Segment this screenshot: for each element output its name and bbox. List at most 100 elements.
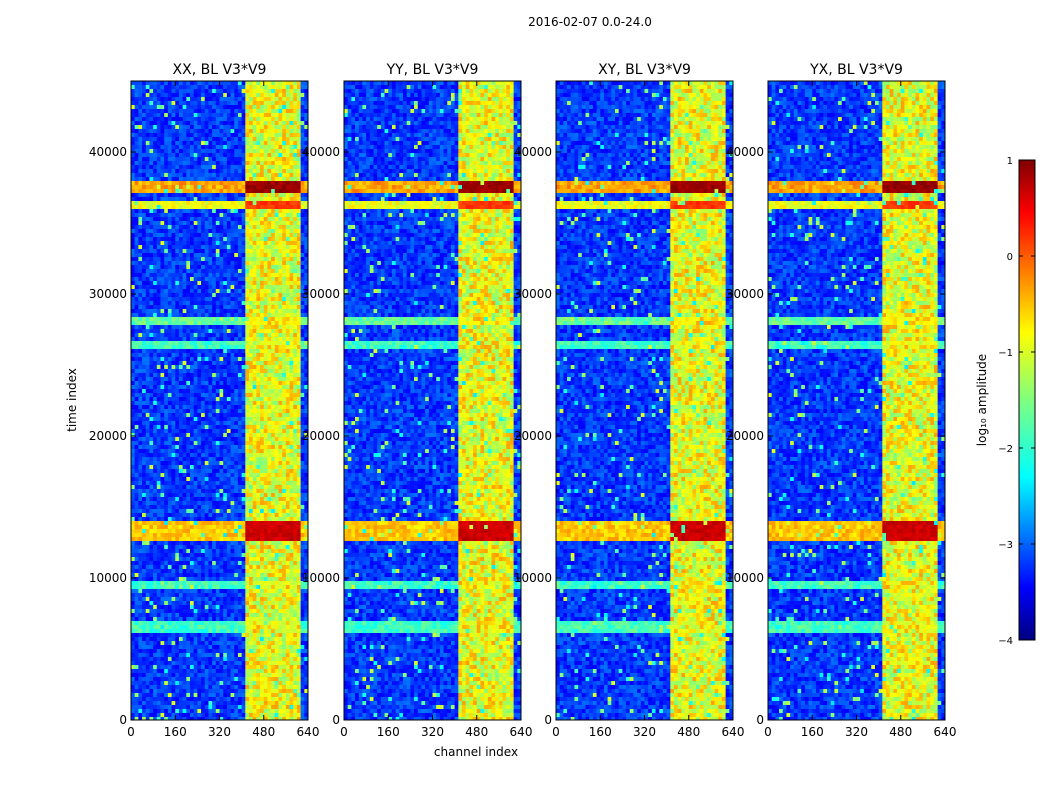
- heatmap-cell: [289, 361, 294, 365]
- heatmap-cell: [296, 333, 302, 337]
- heatmap-cell: [285, 369, 290, 373]
- heatmap-cell: [263, 193, 268, 197]
- heatmap-cell: [178, 233, 184, 237]
- heatmap-cell: [164, 133, 169, 137]
- heatmap-cell: [175, 313, 180, 317]
- heatmap-cell: [186, 489, 191, 493]
- heatmap-cell: [145, 393, 150, 397]
- heatmap-cell: [249, 237, 254, 241]
- heatmap-cell: [164, 401, 169, 405]
- heatmap-cell: [267, 453, 272, 457]
- heatmap-cell: [160, 177, 165, 181]
- heatmap-cell: [271, 177, 276, 181]
- heatmap-cell: [241, 437, 246, 441]
- heatmap-cell: [215, 85, 220, 89]
- heatmap-cell: [193, 453, 198, 457]
- heatmap-cell: [153, 133, 158, 137]
- heatmap-cell: [138, 269, 143, 273]
- heatmap-cell: [226, 157, 231, 161]
- heatmap-cell: [175, 465, 180, 469]
- heatmap-cell: [193, 425, 198, 429]
- heatmap-cell: [167, 341, 172, 345]
- heatmap-cell: [175, 229, 180, 233]
- heatmap-cell: [201, 149, 206, 153]
- heatmap-cell: [300, 217, 305, 221]
- heatmap-cell: [167, 237, 172, 241]
- heatmap-cell: [278, 309, 283, 313]
- heatmap-cell: [131, 125, 136, 129]
- heatmap-cell: [178, 449, 184, 453]
- heatmap-cell: [245, 249, 250, 253]
- heatmap-cell: [278, 129, 283, 133]
- heatmap-cell: [271, 389, 276, 393]
- heatmap-cell: [285, 161, 290, 165]
- heatmap-cell: [208, 453, 213, 457]
- heatmap-cell: [263, 317, 268, 321]
- heatmap-cell: [300, 197, 305, 201]
- heatmap-cell: [249, 257, 254, 261]
- heatmap-cell: [212, 249, 217, 253]
- heatmap-cell: [260, 425, 265, 429]
- heatmap-cell: [237, 153, 243, 157]
- heatmap-cell: [219, 293, 224, 297]
- heatmap-cell: [160, 461, 165, 465]
- heatmap-cell: [252, 313, 257, 317]
- heatmap-cell: [271, 333, 276, 337]
- heatmap-cell: [160, 385, 165, 389]
- heatmap-cell: [263, 181, 268, 185]
- heatmap-cell: [138, 217, 143, 221]
- heatmap-cell: [296, 213, 302, 217]
- heatmap-cell: [190, 201, 195, 205]
- heatmap-cell: [249, 325, 254, 329]
- heatmap-cell: [237, 173, 243, 177]
- heatmap-cell: [274, 117, 279, 121]
- heatmap-cell: [212, 165, 217, 169]
- heatmap-cell: [208, 157, 213, 161]
- heatmap-cell: [149, 261, 154, 265]
- heatmap-cell: [230, 449, 235, 453]
- heatmap-cell: [245, 409, 250, 413]
- heatmap-cell: [145, 369, 150, 373]
- heatmap-cell: [230, 309, 235, 313]
- heatmap-cell: [245, 157, 250, 161]
- heatmap-cell: [142, 461, 147, 465]
- heatmap-cell: [215, 329, 220, 333]
- heatmap-cell: [175, 357, 180, 361]
- heatmap-cell: [282, 429, 287, 433]
- heatmap-cell: [149, 269, 154, 273]
- heatmap-cell: [274, 233, 279, 237]
- heatmap-cell: [215, 213, 220, 217]
- heatmap-cell: [215, 229, 220, 233]
- heatmap-cell: [241, 233, 246, 237]
- heatmap-cell: [131, 437, 136, 441]
- heatmap-cell: [230, 81, 235, 85]
- heatmap-cell: [296, 125, 302, 129]
- heatmap-cell: [212, 389, 217, 393]
- heatmap-cell: [138, 421, 143, 425]
- heatmap-cell: [208, 257, 213, 261]
- heatmap-cell: [171, 313, 176, 317]
- heatmap-cell: [164, 465, 169, 469]
- heatmap-cell: [167, 265, 172, 269]
- heatmap-cell: [285, 445, 290, 449]
- heatmap-cell: [249, 229, 254, 233]
- heatmap-cell: [296, 433, 302, 437]
- heatmap-cell: [186, 353, 191, 357]
- heatmap-cell: [263, 437, 268, 441]
- heatmap-cell: [300, 101, 305, 105]
- heatmap-cell: [230, 417, 235, 421]
- heatmap-cell: [190, 205, 195, 209]
- heatmap-cell: [164, 253, 169, 257]
- heatmap-cell: [223, 341, 228, 345]
- heatmap-cell: [234, 385, 239, 389]
- heatmap-cell: [212, 361, 217, 365]
- heatmap-cell: [201, 189, 206, 193]
- heatmap-cell: [204, 453, 209, 457]
- heatmap-cell: [252, 85, 257, 89]
- heatmap-cell: [296, 301, 302, 305]
- heatmap-cell: [263, 457, 268, 461]
- heatmap-cell: [142, 289, 147, 293]
- heatmap-cell: [271, 101, 276, 105]
- heatmap-cell: [296, 349, 302, 353]
- heatmap-cell: [219, 273, 224, 277]
